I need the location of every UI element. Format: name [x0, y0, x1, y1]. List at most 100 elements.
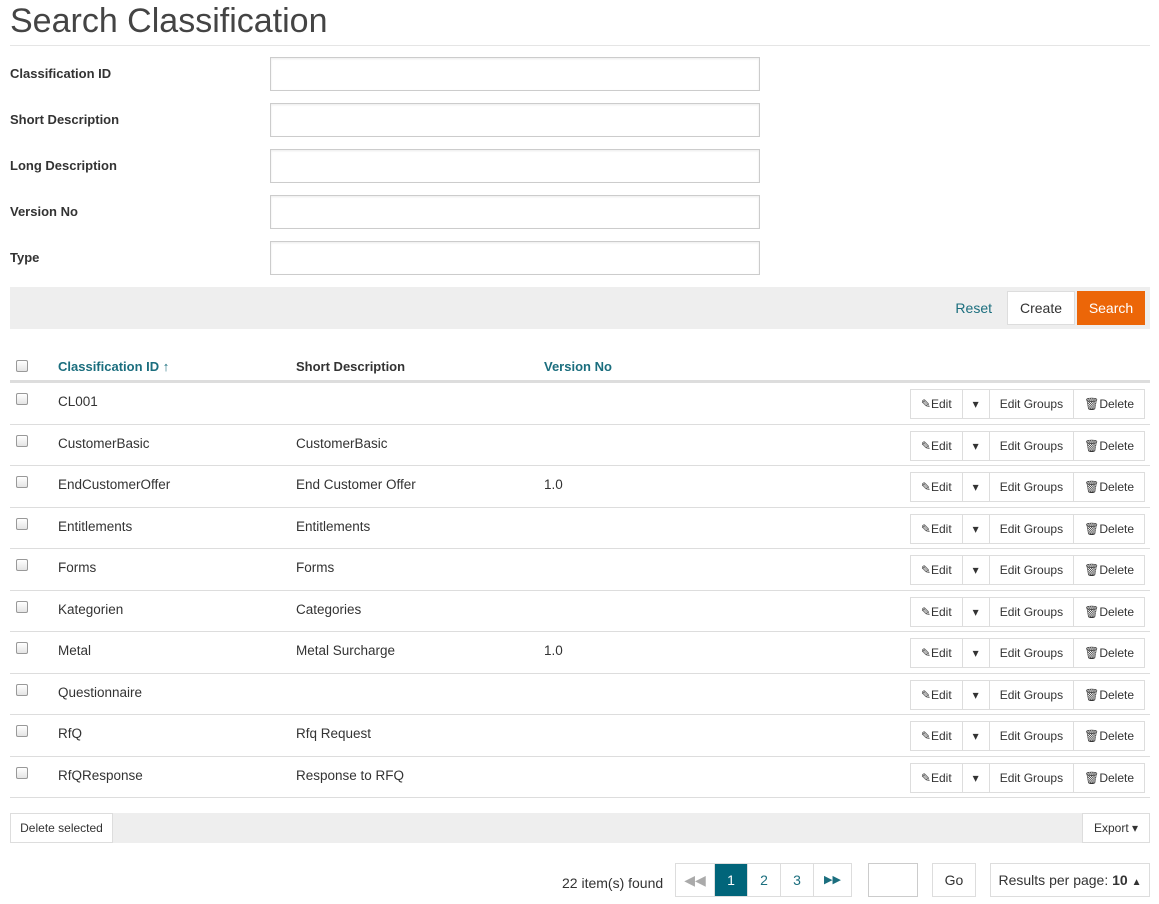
field-input[interactable] — [270, 103, 760, 137]
edit-groups-button[interactable]: Edit Groups — [988, 473, 1074, 501]
column-version-no[interactable]: Version No — [544, 359, 612, 374]
field-input[interactable] — [270, 57, 760, 91]
edit-button[interactable]: ✎Edit — [910, 722, 962, 750]
edit-button[interactable]: ✎Edit — [910, 680, 962, 709]
edit-button[interactable]: ✎Edit — [910, 473, 962, 501]
field-input[interactable] — [270, 195, 760, 229]
delete-button[interactable]: 🗑Delete — [1073, 639, 1144, 667]
table-row: Metal Metal Surcharge 1.0 ✎Edit ▾ Edit G… — [10, 632, 1150, 674]
more-actions-dropdown[interactable]: ▾ — [961, 473, 989, 501]
delete-selected-button[interactable]: Delete selected — [10, 813, 113, 843]
trash-icon: 🗑 — [1084, 556, 1100, 584]
row-actions: ✎Edit ▾ Edit Groups 🗑Delete — [909, 555, 1145, 585]
delete-button[interactable]: 🗑Delete — [1073, 597, 1144, 626]
more-actions-dropdown[interactable]: ▾ — [961, 390, 989, 418]
delete-button[interactable]: 🗑Delete — [1073, 514, 1144, 543]
edit-button[interactable]: ✎Edit — [910, 597, 962, 626]
row-checkbox[interactable] — [16, 393, 28, 405]
more-actions-dropdown[interactable]: ▾ — [961, 763, 989, 792]
select-all-checkbox[interactable] — [16, 360, 28, 372]
row-checkbox[interactable] — [16, 642, 28, 654]
delete-button[interactable]: 🗑Delete — [1073, 556, 1144, 584]
delete-label: Delete — [1099, 390, 1134, 418]
delete-label: Delete — [1099, 514, 1134, 543]
pencil-icon: ✎ — [920, 763, 931, 792]
reset-link[interactable]: Reset — [955, 300, 992, 316]
more-actions-dropdown[interactable]: ▾ — [961, 556, 989, 584]
edit-groups-button[interactable]: Edit Groups — [988, 763, 1074, 792]
delete-button[interactable]: 🗑Delete — [1073, 473, 1144, 501]
row-checkbox[interactable] — [16, 517, 28, 530]
edit-groups-button[interactable]: Edit Groups — [988, 722, 1074, 750]
sort-ascending-icon: ↑ — [162, 359, 170, 374]
field-label: Version No — [10, 204, 78, 219]
more-actions-dropdown[interactable]: ▾ — [961, 722, 989, 750]
table-row: CL001 ✎Edit ▾ Edit Groups 🗑Delete — [10, 383, 1150, 425]
row-checkbox[interactable] — [16, 766, 28, 779]
field-input[interactable] — [270, 241, 760, 275]
page-1[interactable]: 1 — [714, 864, 747, 896]
create-button[interactable]: Create — [1007, 291, 1075, 325]
export-button[interactable]: Export ▾ — [1082, 813, 1150, 843]
go-button[interactable]: Go — [932, 863, 976, 897]
last-page-icon[interactable]: ▶▶ — [813, 864, 851, 896]
edit-button[interactable]: ✎Edit — [910, 514, 962, 543]
cell-classification-id: CL001 — [58, 394, 98, 409]
field-label: Classification ID — [10, 66, 112, 81]
results-per-page-dropdown[interactable]: Results per page: 10 ▲ — [990, 863, 1150, 897]
more-actions-dropdown[interactable]: ▾ — [961, 514, 989, 543]
row-actions: ✎Edit ▾ Edit Groups 🗑Delete — [909, 679, 1145, 710]
edit-label: Edit — [930, 473, 952, 501]
row-checkbox[interactable] — [16, 476, 28, 488]
edit-button[interactable]: ✎Edit — [910, 390, 962, 418]
edit-label: Edit — [930, 556, 952, 584]
table-row: RfQ Rfq Request ✎Edit ▾ Edit Groups 🗑Del… — [10, 715, 1150, 757]
edit-label: Edit — [930, 390, 952, 418]
cell-short-description: CustomerBasic — [296, 435, 388, 451]
edit-groups-button[interactable]: Edit Groups — [988, 390, 1074, 418]
more-actions-dropdown[interactable]: ▾ — [961, 597, 989, 626]
trash-icon: 🗑 — [1084, 763, 1100, 792]
edit-groups-button[interactable]: Edit Groups — [988, 514, 1074, 543]
bulk-action-bar: Delete selected Export ▾ — [10, 813, 1150, 843]
edit-groups-button[interactable]: Edit Groups — [988, 556, 1074, 584]
per-page-value: 10 — [1112, 872, 1128, 888]
row-checkbox[interactable] — [16, 683, 28, 696]
cell-classification-id: Metal — [58, 643, 92, 658]
cell-version-no: 1.0 — [544, 477, 563, 492]
delete-button[interactable]: 🗑Delete — [1073, 763, 1144, 792]
more-actions-dropdown[interactable]: ▾ — [961, 639, 989, 667]
export-label: Export — [1093, 821, 1129, 835]
edit-button[interactable]: ✎Edit — [910, 639, 962, 667]
edit-button[interactable]: ✎Edit — [910, 763, 962, 792]
delete-button[interactable]: 🗑Delete — [1073, 722, 1144, 750]
cell-classification-id: RfQResponse — [58, 767, 143, 783]
delete-button[interactable]: 🗑Delete — [1073, 680, 1144, 709]
edit-groups-button[interactable]: Edit Groups — [988, 639, 1074, 667]
pencil-icon: ✎ — [920, 680, 931, 709]
edit-groups-button[interactable]: Edit Groups — [988, 597, 1074, 626]
field-input[interactable] — [270, 149, 760, 183]
page-number-input[interactable] — [868, 863, 918, 897]
row-checkbox[interactable] — [16, 725, 28, 737]
row-checkbox[interactable] — [16, 559, 28, 571]
more-actions-dropdown[interactable]: ▾ — [961, 680, 989, 709]
page-3[interactable]: 3 — [780, 864, 813, 896]
edit-groups-button[interactable]: Edit Groups — [988, 431, 1074, 460]
trash-icon: 🗑 — [1084, 722, 1100, 750]
page-2[interactable]: 2 — [747, 864, 780, 896]
edit-groups-button[interactable]: Edit Groups — [988, 680, 1074, 709]
edit-button[interactable]: ✎Edit — [910, 556, 962, 584]
column-classification-id[interactable]: Classification ID ↑ — [58, 359, 169, 374]
search-button[interactable]: Search — [1077, 291, 1145, 325]
delete-button[interactable]: 🗑Delete — [1073, 431, 1144, 460]
row-checkbox[interactable] — [16, 434, 28, 447]
edit-button[interactable]: ✎Edit — [910, 431, 962, 460]
more-actions-dropdown[interactable]: ▾ — [961, 431, 989, 460]
cell-classification-id: RfQ — [58, 726, 83, 741]
row-checkbox[interactable] — [16, 600, 28, 613]
cell-classification-id: CustomerBasic — [58, 435, 150, 451]
first-page-icon[interactable]: ◀◀ — [684, 872, 706, 888]
edit-label: Edit — [930, 639, 952, 667]
delete-button[interactable]: 🗑Delete — [1073, 390, 1144, 418]
